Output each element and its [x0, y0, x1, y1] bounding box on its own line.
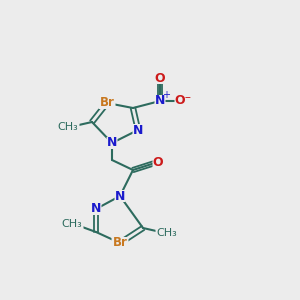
FancyBboxPatch shape: [98, 97, 116, 109]
Text: N: N: [115, 190, 125, 202]
FancyBboxPatch shape: [106, 137, 118, 149]
Text: Br: Br: [100, 97, 114, 110]
Text: O: O: [155, 71, 165, 85]
Text: CH₃: CH₃: [157, 228, 177, 238]
FancyBboxPatch shape: [61, 218, 83, 230]
Text: CH₃: CH₃: [61, 219, 82, 229]
FancyBboxPatch shape: [154, 95, 166, 107]
FancyBboxPatch shape: [133, 124, 143, 136]
FancyBboxPatch shape: [115, 190, 125, 202]
Text: N: N: [133, 124, 143, 136]
Text: O: O: [153, 155, 163, 169]
FancyBboxPatch shape: [112, 237, 128, 249]
FancyBboxPatch shape: [91, 203, 101, 215]
FancyBboxPatch shape: [155, 227, 178, 239]
Text: N: N: [107, 136, 117, 149]
Text: +: +: [162, 90, 170, 100]
Text: Br: Br: [112, 236, 128, 250]
Text: N: N: [155, 94, 165, 107]
Text: N: N: [91, 202, 101, 215]
FancyBboxPatch shape: [152, 156, 164, 168]
Text: O⁻: O⁻: [174, 94, 192, 107]
FancyBboxPatch shape: [154, 72, 166, 84]
Text: CH₃: CH₃: [58, 122, 78, 132]
FancyBboxPatch shape: [175, 95, 191, 107]
FancyBboxPatch shape: [56, 121, 80, 133]
